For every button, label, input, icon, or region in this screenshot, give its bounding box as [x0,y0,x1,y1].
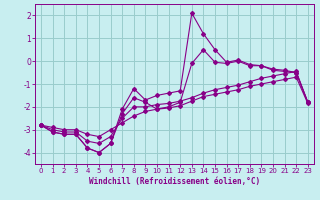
X-axis label: Windchill (Refroidissement éolien,°C): Windchill (Refroidissement éolien,°C) [89,177,260,186]
